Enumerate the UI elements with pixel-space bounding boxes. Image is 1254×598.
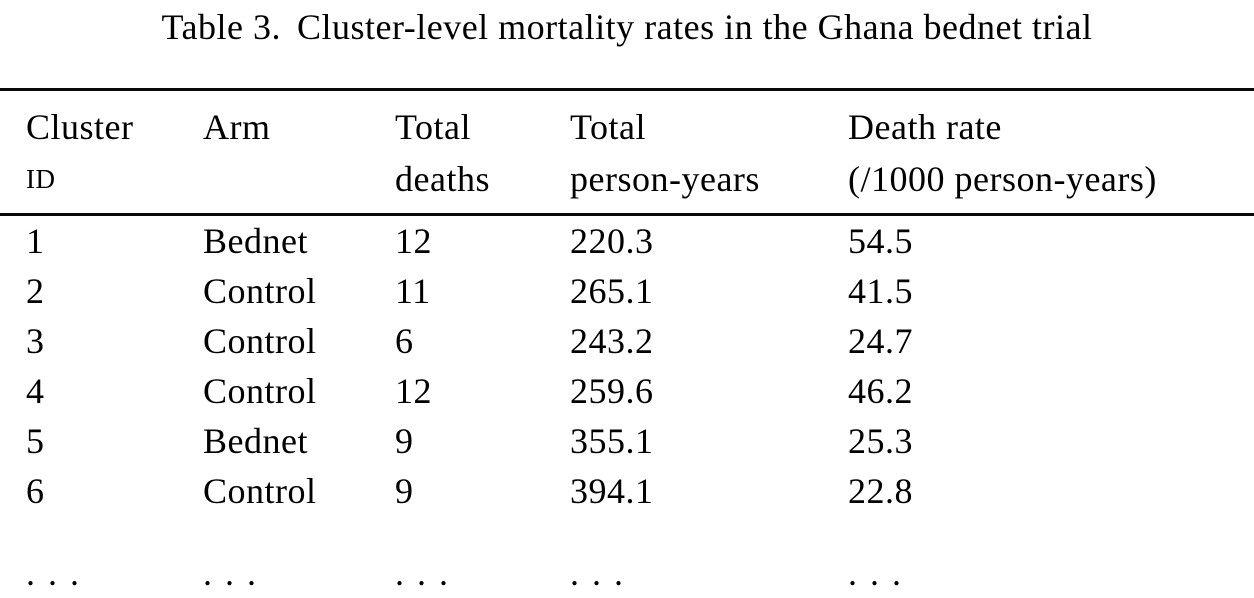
table-row: 4 Control 12 259.6 46.2	[0, 366, 1254, 416]
cell-total-deaths: 9	[395, 471, 414, 511]
cell-person-years: 394.1	[570, 471, 654, 511]
cell-cluster-id: 3	[26, 321, 45, 361]
table-row: 1 Bednet 12 220.3 54.5	[0, 215, 1254, 267]
header-line: Death rate	[848, 107, 1002, 147]
table-number-label: Table 3.	[161, 7, 281, 47]
table-header: Cluster ID Arm Total deaths Total person…	[0, 89, 1254, 216]
cell-person-years: 355.1	[570, 421, 654, 461]
header-line: (/1000 person-years)	[848, 159, 1157, 199]
cell-total-deaths: 12	[395, 371, 432, 411]
header-row: Cluster ID Arm Total deaths Total person…	[0, 89, 1254, 216]
col-header-person-years: Total person-years	[570, 89, 848, 216]
header-line: person-years	[570, 159, 760, 199]
header-line: Total	[570, 107, 646, 147]
cell-death-rate: 22.8	[848, 471, 913, 511]
table-row: 5 Bednet 9 355.1 25.3	[0, 416, 1254, 466]
table-caption: Cluster-level mortality rates in the Gha…	[296, 7, 1093, 47]
cell-cluster-id: 5	[26, 421, 45, 461]
header-line: Total	[395, 107, 471, 147]
cell-person-years: 259.6	[570, 371, 654, 411]
cell-arm: Bednet	[203, 221, 308, 261]
header-line	[203, 153, 395, 205]
header-line: deaths	[395, 159, 490, 199]
cell-total-deaths: 11	[395, 271, 431, 311]
table-row-ellipsis: . . . . . . . . . . . . . . .	[0, 516, 1254, 598]
cell-death-rate: 24.7	[848, 321, 913, 361]
cell-arm: Bednet	[203, 421, 308, 461]
cell-total-deaths: 6	[395, 321, 414, 361]
cell-person-years: . . .	[570, 553, 625, 593]
cell-total-deaths: 9	[395, 421, 414, 461]
cell-person-years: 265.1	[570, 271, 654, 311]
cell-arm: Control	[203, 471, 317, 511]
cell-person-years: 243.2	[570, 321, 654, 361]
cell-arm: Control	[203, 371, 317, 411]
col-header-cluster-id: Cluster ID	[0, 89, 203, 216]
cell-person-years: 220.3	[570, 221, 654, 261]
cell-total-deaths: 12	[395, 221, 432, 261]
cell-cluster-id: 6	[26, 471, 45, 511]
cell-total-deaths: . . .	[395, 553, 450, 593]
col-header-total-deaths: Total deaths	[395, 89, 570, 216]
col-header-death-rate: Death rate (/1000 person-years)	[848, 89, 1254, 216]
cell-death-rate: 46.2	[848, 371, 913, 411]
table-title: Table 3. Cluster-level mortality rates in…	[0, 0, 1254, 88]
table-body: 1 Bednet 12 220.3 54.5 2 Control 11 265.…	[0, 215, 1254, 598]
cell-death-rate: 41.5	[848, 271, 913, 311]
cell-arm: Control	[203, 321, 317, 361]
cell-arm: Control	[203, 271, 317, 311]
table-row: 3 Control 6 243.2 24.7	[0, 316, 1254, 366]
cell-cluster-id: . . .	[26, 553, 81, 593]
header-line: Cluster	[26, 107, 134, 147]
cell-arm: . . .	[203, 553, 258, 593]
header-line: Arm	[203, 107, 271, 147]
cell-death-rate: 25.3	[848, 421, 913, 461]
table-row: 2 Control 11 265.1 41.5	[0, 266, 1254, 316]
cell-cluster-id: 1	[26, 221, 45, 261]
cell-cluster-id: 2	[26, 271, 45, 311]
header-line: ID	[26, 164, 56, 194]
col-header-arm: Arm	[203, 89, 395, 216]
cell-death-rate: . . .	[848, 553, 903, 593]
cell-cluster-id: 4	[26, 371, 45, 411]
mortality-table: Cluster ID Arm Total deaths Total person…	[0, 88, 1254, 598]
cell-death-rate: 54.5	[848, 221, 913, 261]
table-row: 6 Control 9 394.1 22.8	[0, 466, 1254, 516]
